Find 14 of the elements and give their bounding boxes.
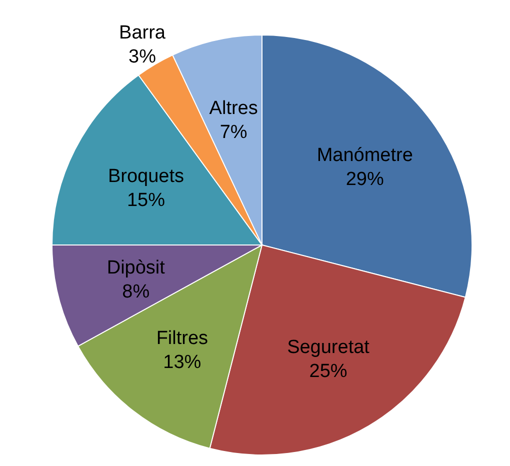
data-label: 8% xyxy=(122,281,150,302)
slice-label: Dipòsit xyxy=(106,257,166,278)
data-label: 3% xyxy=(128,46,156,68)
slice-label: Barra xyxy=(119,22,166,44)
data-label: 13% xyxy=(163,352,202,373)
data-label: 15% xyxy=(126,190,166,211)
data-label: 29% xyxy=(346,169,384,190)
slice-label: Manómetre xyxy=(316,145,413,166)
slice-label: Broquets xyxy=(108,166,184,187)
slice-label: Altres xyxy=(209,98,258,119)
data-label: 25% xyxy=(309,361,348,382)
data-label: 7% xyxy=(220,122,248,143)
slice-label: Seguretat xyxy=(287,337,370,358)
slice-label: Filtres xyxy=(156,328,208,349)
